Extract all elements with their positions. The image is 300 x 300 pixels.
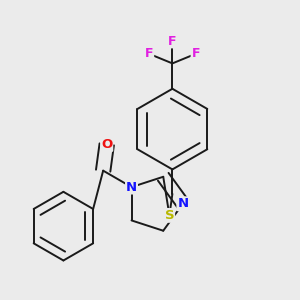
Text: F: F [145, 47, 153, 60]
Text: F: F [191, 47, 200, 60]
Text: O: O [101, 138, 112, 151]
Text: N: N [126, 181, 137, 194]
Text: N: N [177, 197, 188, 210]
Text: F: F [168, 34, 177, 47]
Text: S: S [165, 209, 174, 222]
